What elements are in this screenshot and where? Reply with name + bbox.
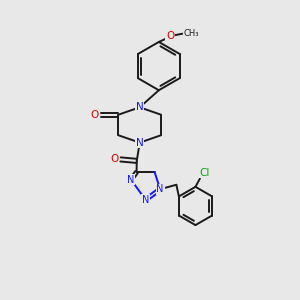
Text: N: N	[142, 195, 149, 205]
Text: N: N	[136, 102, 144, 112]
Text: N: N	[127, 175, 135, 185]
Text: N: N	[157, 184, 164, 194]
Text: Cl: Cl	[200, 168, 210, 178]
Text: CH₃: CH₃	[184, 29, 199, 38]
Text: O: O	[110, 154, 118, 164]
Text: O: O	[166, 31, 174, 41]
Text: O: O	[90, 110, 98, 120]
Text: N: N	[136, 138, 144, 148]
